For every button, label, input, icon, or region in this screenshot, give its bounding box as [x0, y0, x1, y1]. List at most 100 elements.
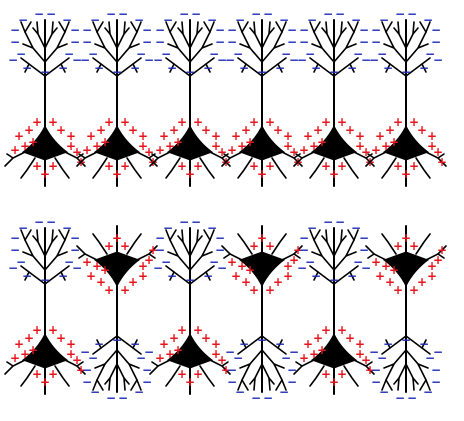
neuron-r2-c3-negative-charge: −: [215, 231, 225, 245]
neuron-r2-c4-negative-charge: −: [233, 351, 243, 365]
neuron-r1-c4-tuft-branch: [237, 21, 243, 33]
neuron-r2-c2-positive-charge: +: [92, 259, 102, 273]
neuron-r2-c6-negative-charge: −: [401, 333, 411, 347]
neuron-r1-c4: [221, 19, 303, 187]
neuron-r2-c4-negative-charge: −: [257, 333, 267, 347]
neuron-r2-c1-tuft-branch: [24, 271, 30, 281]
neuron-r2-c2-positive-charge: +: [138, 259, 148, 273]
neuron-r1-c3-basal-dendrite: [199, 157, 215, 179]
neuron-r1-c5-positive-charge: +: [329, 167, 339, 181]
neuron-r1-c1-negative-charge: −: [10, 23, 20, 37]
neuron-r2-c3-positive-charge: +: [159, 337, 169, 351]
neuron-r1-c1-negative-charge: −: [70, 23, 80, 37]
neuron-r2-c3-negative-charge: −: [215, 243, 225, 257]
neuron-r2-c3-tuft-branch: [169, 271, 175, 281]
neuron-r2-c6-basal-dendrite: [415, 233, 431, 255]
neuron-r1-c2-tuft-branch: [128, 43, 140, 49]
neuron-r1-c1-positive-charge: +: [66, 139, 76, 153]
neuron-r2-c1-negative-charge: −: [10, 243, 20, 257]
neuron-r2-c6-negative-charge: −: [379, 385, 389, 399]
neuron-r1-c6-tuft-branch: [383, 43, 395, 49]
neuron-r1-c6-tuft-branch: [405, 31, 427, 63]
neuron-r1-c4-negative-charge: −: [275, 61, 285, 75]
neuron-r2-c2-negative-charge: −: [112, 333, 122, 347]
neuron-r1-c2-negative-charge: −: [88, 47, 98, 61]
neuron-r2-c2-tuft-branch: [132, 339, 138, 349]
neuron-r1-c6-tuft-branch: [397, 21, 407, 49]
neuron-r2-c2-tuft-branch: [116, 349, 138, 381]
neuron-r2-c2-negative-charge: −: [136, 351, 146, 365]
neuron-r2-c3-negative-charge: −: [155, 243, 165, 257]
neuron-r2-c6-negative-charge: −: [383, 337, 393, 351]
neuron-r2-c3-negative-charge: −: [217, 261, 227, 275]
neuron-r1-c5-basal-dendrite: [309, 157, 325, 179]
neuron-r2-c3-positive-charge: +: [177, 323, 187, 337]
neuron-r2-c4-tuft-branch: [268, 377, 275, 385]
neuron-r2-c6-negative-charge: −: [419, 337, 429, 351]
neuron-r2-c3-tuft-branch: [189, 229, 199, 257]
neuron-r2-c6-tuft-branch: [385, 339, 391, 349]
neuron-r2-c1-tuft-branch: [22, 251, 34, 257]
neuron-r1-c6-positive-charge: +: [409, 115, 419, 129]
neuron-r2-c4-tuft-branch: [281, 379, 287, 391]
neuron-r2-c6-negative-charge: −: [371, 363, 381, 377]
neuron-r2-c4-negative-charge: −: [227, 375, 237, 389]
neuron-r2-c3-negative-charge: −: [185, 273, 195, 287]
neuron-r2-c6-soma: [382, 251, 430, 288]
neuron-r2-c2-positive-charge: +: [138, 269, 148, 283]
neuron-r2-c5-tuft-branch: [347, 229, 355, 241]
neuron-r1-c2-tuft-branch: [94, 43, 106, 49]
neuron-r1-c3-tuft-branch: [189, 21, 199, 49]
neuron-r1-c5-tuft-branch: [340, 27, 347, 35]
neuron-r2-c1-soma: [21, 332, 69, 369]
neuron-r2-c4-negative-charge: −: [289, 345, 299, 359]
neuron-r2-c5-tuft-branch: [353, 229, 359, 241]
neuron-r2-c4-negative-charge: −: [275, 337, 285, 351]
neuron-r2-c3-basal-dendrite: [165, 365, 181, 387]
neuron-r2-c4-positive-charge: +: [265, 239, 275, 253]
neuron-r2-c5-negative-charge: −: [299, 231, 309, 245]
neuron-r1-c3-negative-charge: −: [163, 13, 173, 27]
neuron-r1-c5-negative-charge: −: [359, 23, 369, 37]
neuron-r1-c5-positive-charge: +: [345, 123, 355, 137]
neuron-r2-c1-tuft-branch: [24, 239, 46, 271]
neuron-r2-c6-negative-charge: −: [395, 391, 405, 405]
neuron-r1-c1-tuft-branch: [58, 21, 66, 33]
neuron-r2-c4-tuft-branch: [237, 379, 243, 391]
neuron-r1-c3-basal-dendrite: [165, 157, 181, 179]
neuron-r2-c1-tuft-branch: [58, 229, 66, 241]
neuron-r2-c1-charges: − −− −− −− −− −− −− −−+ ++ ++ +++ ++ ++ +++: [8, 215, 86, 389]
neuron-r2-c4-negative-charge: −: [287, 375, 297, 389]
neuron-r2-c2-negative-charge: −: [106, 391, 116, 405]
neuron-r1-c6-positive-charge: +: [433, 145, 443, 159]
neuron-r2-c6-negative-charge: −: [423, 385, 433, 399]
neuron-r2-c5-basal-dendrite: [309, 365, 325, 387]
neuron-r1-c6-negative-charge: −: [369, 53, 379, 67]
neuron-r1-c6-negative-charge: −: [371, 23, 381, 37]
neuron-r1-c3-positive-charge: +: [193, 159, 203, 173]
neuron-r1-c3-positive-charge: +: [211, 129, 221, 143]
neuron-r2-c1-negative-charge: −: [46, 215, 56, 229]
neuron-r2-c2-negative-charge: −: [82, 363, 92, 377]
neuron-r1-c1-positive-charge: +: [56, 123, 66, 137]
neuron-r2-c1-positive-charge: +: [24, 331, 34, 345]
neuron-r1-c2-tuft-branch: [96, 31, 118, 63]
neuron-r2-c2-positive-charge: +: [120, 239, 130, 253]
neuron-r2-c4-tuft-branch: [253, 363, 263, 391]
neuron-r2-c2-tuft-branch: [96, 349, 118, 381]
neuron-r1-c2-positive-charge: +: [92, 139, 102, 153]
neuron-r2-c3-tuft-branch: [181, 229, 191, 257]
neuron-r1-c5-positive-charge: +: [337, 159, 347, 173]
neuron-r1-c2-negative-charge: −: [82, 35, 92, 49]
neuron-r1-c5: [293, 19, 375, 187]
neuron-r2-c5-negative-charge: −: [353, 255, 363, 269]
neuron-r1-c3-tuft-branch: [177, 27, 184, 35]
neuron-r1-c2-soma: [93, 124, 141, 161]
neuron-r1-c4-negative-charge: −: [287, 23, 297, 37]
neuron-r1-c1-positive-charge: +: [72, 145, 82, 159]
neuron-r1-c1-positive-charge: +: [28, 135, 38, 149]
neuron-r1-c1-tuft-branch: [24, 21, 32, 33]
neuron-r2-c6-tuft-branch: [417, 363, 429, 369]
neuron-r2-c2-positive-charge: +: [120, 283, 130, 297]
neuron-r1-c4-negative-charge: −: [233, 47, 243, 61]
